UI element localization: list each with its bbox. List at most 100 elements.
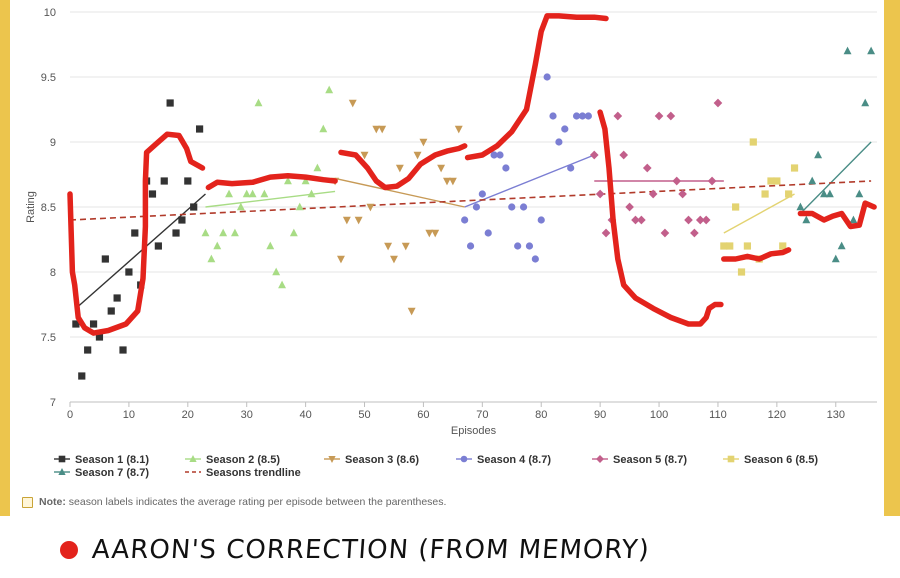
season-2-point bbox=[201, 228, 210, 237]
x-tick-label: 90 bbox=[594, 409, 606, 421]
season-5-point bbox=[701, 215, 711, 225]
season-5-point bbox=[648, 189, 658, 199]
legend: Season 1 (8.1) Season 2 (8.5) Season 3 (8.… bbox=[54, 454, 818, 479]
legend-item: Seasons trendline bbox=[185, 467, 301, 479]
note-label: Note: bbox=[39, 496, 66, 508]
y-tick-label: 8.5 bbox=[41, 202, 56, 214]
season-7-point bbox=[837, 241, 846, 250]
legend-swatch-marker bbox=[58, 455, 66, 463]
season-5-point bbox=[678, 189, 687, 199]
red-correction-stroke bbox=[797, 200, 877, 230]
legend-label: Season 2 (8.5) bbox=[206, 454, 280, 466]
season-1-point bbox=[89, 320, 98, 328]
legend-item: Season 6 (8.5) bbox=[723, 454, 818, 466]
season-1-point bbox=[84, 346, 92, 354]
season-2-point bbox=[266, 241, 275, 250]
season-7-trendline bbox=[799, 141, 872, 214]
trendlines bbox=[69, 141, 872, 309]
x-tick-label: 30 bbox=[241, 409, 253, 421]
season-5-point bbox=[666, 111, 676, 121]
season-3-point bbox=[443, 177, 451, 186]
season-5-point bbox=[589, 150, 599, 160]
y-tick-label: 7.5 bbox=[41, 332, 56, 344]
x-tick-label: 130 bbox=[827, 409, 845, 421]
legend-item: Season 2 (8.5) bbox=[185, 454, 280, 466]
season-2-point bbox=[289, 228, 298, 237]
season-7-point bbox=[802, 215, 811, 224]
season-1-point bbox=[160, 177, 168, 185]
season-7-point bbox=[825, 189, 834, 198]
season-5-point bbox=[619, 150, 629, 160]
season-1-point bbox=[131, 229, 139, 237]
y-tick-label: 7 bbox=[50, 397, 56, 409]
season-3-point bbox=[390, 255, 398, 264]
season-4-point bbox=[543, 73, 551, 81]
season-4-point bbox=[490, 151, 498, 159]
y-tick-label: 9 bbox=[50, 137, 56, 149]
season-1-trendline bbox=[75, 193, 206, 309]
season-5-point bbox=[672, 176, 682, 186]
season-1-point bbox=[195, 125, 204, 133]
season-1-point bbox=[154, 242, 162, 250]
season-2-point bbox=[225, 189, 234, 198]
season-6-point bbox=[790, 164, 799, 172]
season-3-point bbox=[348, 99, 357, 108]
season-1-point bbox=[148, 190, 157, 198]
season-1-point bbox=[178, 216, 186, 224]
legend-item: Season 4 (8.7) bbox=[456, 454, 551, 466]
legend-item: Season 5 (8.7) bbox=[592, 454, 687, 466]
red-correction-stroke bbox=[597, 109, 724, 327]
season-3-point bbox=[378, 125, 387, 134]
season-2-point bbox=[278, 280, 287, 289]
season-7-point bbox=[861, 98, 870, 107]
legend-label: Season 6 (8.5) bbox=[744, 454, 818, 466]
season-4-point bbox=[484, 229, 492, 237]
season-1-point bbox=[125, 268, 133, 276]
x-tick-label: 110 bbox=[709, 409, 727, 421]
season-2-point bbox=[272, 267, 281, 276]
season-4-point bbox=[561, 125, 569, 133]
season-4-point bbox=[502, 164, 510, 172]
legend-label: Season 1 (8.1) bbox=[75, 454, 149, 466]
season-6-point bbox=[785, 190, 793, 198]
red-correction-stroke bbox=[338, 143, 468, 191]
x-tick-label: 10 bbox=[123, 409, 135, 421]
legend-label: Season 7 (8.7) bbox=[75, 467, 149, 479]
season-5-point bbox=[660, 228, 670, 238]
season-5-point bbox=[601, 228, 611, 238]
season-3-point bbox=[407, 307, 416, 316]
season-7-point bbox=[867, 46, 876, 55]
legend-swatch-marker bbox=[189, 455, 197, 462]
season-6-point bbox=[779, 242, 787, 250]
season-1-point bbox=[78, 372, 86, 380]
season-2-point bbox=[319, 124, 328, 133]
season-2-point bbox=[313, 163, 322, 172]
legend-swatch-marker bbox=[596, 455, 604, 463]
season-3-point bbox=[384, 242, 393, 251]
season-7-point bbox=[796, 202, 805, 211]
seasons-trendline bbox=[69, 180, 872, 221]
season-6-point bbox=[773, 177, 781, 185]
season-4-point bbox=[584, 112, 592, 120]
season-2-point bbox=[254, 98, 263, 107]
season-7-point bbox=[814, 150, 823, 159]
season-1-point bbox=[119, 346, 127, 354]
season-3-point bbox=[342, 216, 351, 225]
season-2-point bbox=[325, 85, 334, 94]
x-tick-label: 40 bbox=[299, 409, 311, 421]
season-3-point bbox=[431, 229, 440, 238]
red-dot-icon bbox=[60, 541, 78, 559]
season-4-point bbox=[531, 255, 539, 263]
legend-swatch-marker bbox=[328, 456, 336, 463]
x-tick-label: 120 bbox=[768, 409, 786, 421]
season-4-point bbox=[466, 242, 475, 250]
season-6-point bbox=[720, 242, 728, 250]
season-2-point bbox=[207, 254, 216, 263]
season-1-point bbox=[184, 177, 192, 185]
season-3-point bbox=[448, 177, 457, 186]
season-5-point bbox=[637, 215, 646, 225]
season-5-point bbox=[642, 163, 652, 173]
season-7-point bbox=[855, 189, 864, 198]
season-5-point bbox=[595, 189, 605, 199]
season-3-point bbox=[437, 164, 446, 173]
